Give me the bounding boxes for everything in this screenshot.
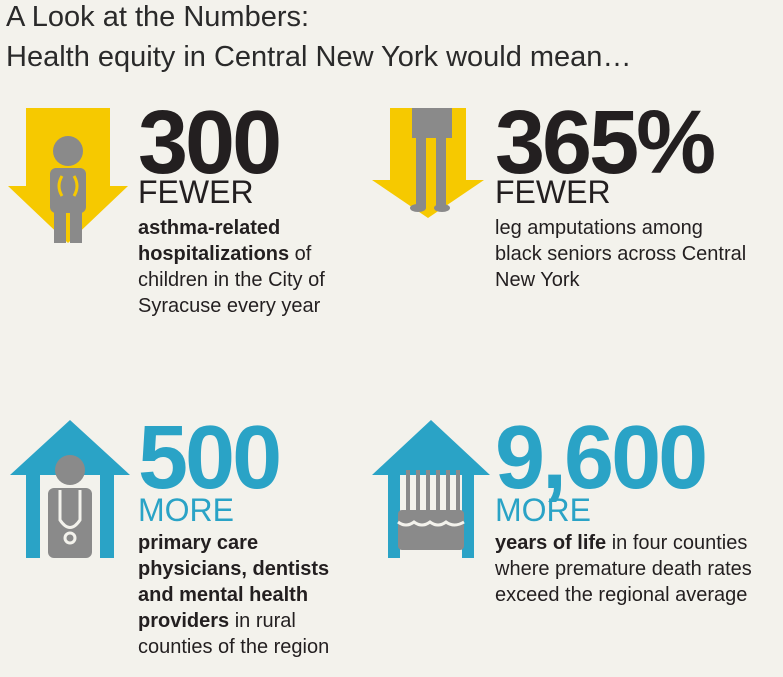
stat-description: asthma-related hospitalizations of child…: [138, 215, 368, 319]
stat-number: 365%: [495, 93, 716, 193]
stat-direction: MORE: [138, 492, 234, 528]
desc-text: in rural counties of the region: [138, 610, 330, 658]
desc-bold: asthma-related hospitalizations: [138, 217, 290, 265]
desc-text: of children in the City of Syracuse ever…: [138, 243, 325, 317]
stat-number: 9,600: [495, 408, 708, 508]
arrow-child-icon: [8, 108, 128, 243]
arrow-leg-icon: [372, 108, 484, 218]
desc-text: in four counties where premature death r…: [495, 532, 752, 606]
stat-direction: FEWER: [138, 174, 254, 210]
stat-number: 500: [138, 408, 282, 508]
title-line: Health equity in Central New York would …: [6, 41, 632, 73]
stat-description: leg amputations among black seniors acro…: [495, 215, 755, 293]
desc-text: leg amputations among black seniors acro…: [495, 217, 747, 291]
stat-number: 300: [138, 93, 282, 193]
desc-bold: primary care physicians, dentists and me…: [138, 532, 330, 632]
house-doctor-icon: [10, 420, 130, 558]
stat-direction: MORE: [495, 492, 591, 528]
house-cake-icon: [372, 420, 490, 558]
stat-direction: FEWER: [495, 174, 611, 210]
stat-description: years of life in four counties where pre…: [495, 530, 765, 608]
stat-description: primary care physicians, dentists and me…: [138, 530, 368, 660]
title-line: A Look at the Numbers:: [6, 1, 310, 33]
desc-bold: years of life: [495, 532, 607, 554]
